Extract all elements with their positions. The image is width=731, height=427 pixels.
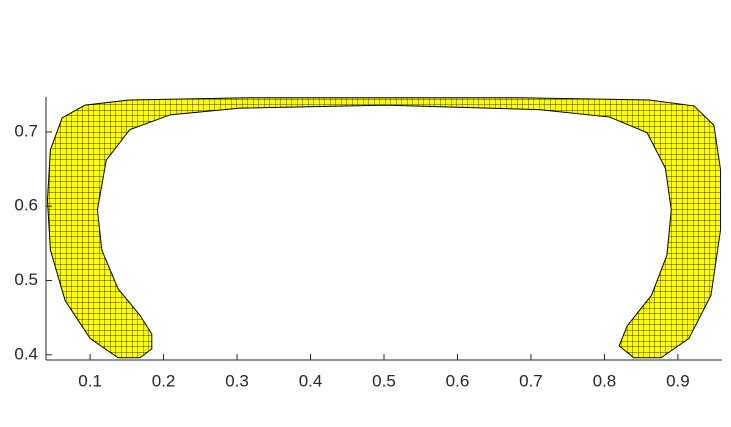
- plot-area: [46, 97, 722, 359]
- x-tick-label: 0.6: [446, 371, 470, 390]
- x-tick-label: 0.1: [78, 371, 102, 390]
- patch-fill: [47, 97, 721, 358]
- x-tick-label: 0.7: [519, 371, 543, 390]
- y-tick-label: 0.6: [14, 196, 38, 215]
- x-tick-label: 0.2: [152, 371, 176, 390]
- x-tick-label: 0.8: [593, 371, 617, 390]
- x-tick-label: 0.9: [666, 371, 690, 390]
- x-tick-label: 0.3: [225, 371, 249, 390]
- y-tick-label: 0.7: [14, 121, 38, 140]
- x-tick-label: 0.4: [299, 371, 323, 390]
- x-tick-label: 0.5: [372, 371, 396, 390]
- y-tick-label: 0.4: [14, 344, 38, 363]
- patch: [46, 97, 722, 359]
- y-tick-label: 0.5: [14, 270, 38, 289]
